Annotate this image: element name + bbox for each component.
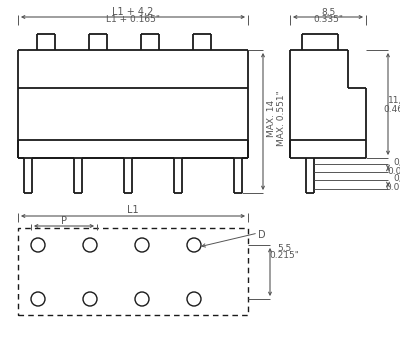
- Text: 0.335": 0.335": [313, 15, 343, 24]
- Text: MAX. 14: MAX. 14: [268, 99, 276, 136]
- Text: 11,7: 11,7: [388, 97, 400, 106]
- Text: 0.03": 0.03": [388, 167, 400, 176]
- Text: 0.215": 0.215": [269, 252, 299, 261]
- Text: 0,7: 0,7: [393, 159, 400, 168]
- Text: 0,9: 0,9: [393, 174, 400, 183]
- Text: 0.035": 0.035": [385, 182, 400, 191]
- Text: L1 + 0.165": L1 + 0.165": [106, 15, 160, 24]
- Text: L1: L1: [127, 205, 139, 215]
- Text: L1 + 4,2: L1 + 4,2: [112, 7, 154, 17]
- Bar: [18, 228, 248, 315]
- Text: MAX. 0.551": MAX. 0.551": [276, 90, 286, 146]
- Text: P: P: [61, 216, 67, 226]
- Text: 0.461": 0.461": [383, 104, 400, 113]
- Text: 5,5: 5,5: [277, 243, 291, 252]
- Text: D: D: [258, 230, 266, 240]
- Text: 8,5: 8,5: [321, 8, 335, 17]
